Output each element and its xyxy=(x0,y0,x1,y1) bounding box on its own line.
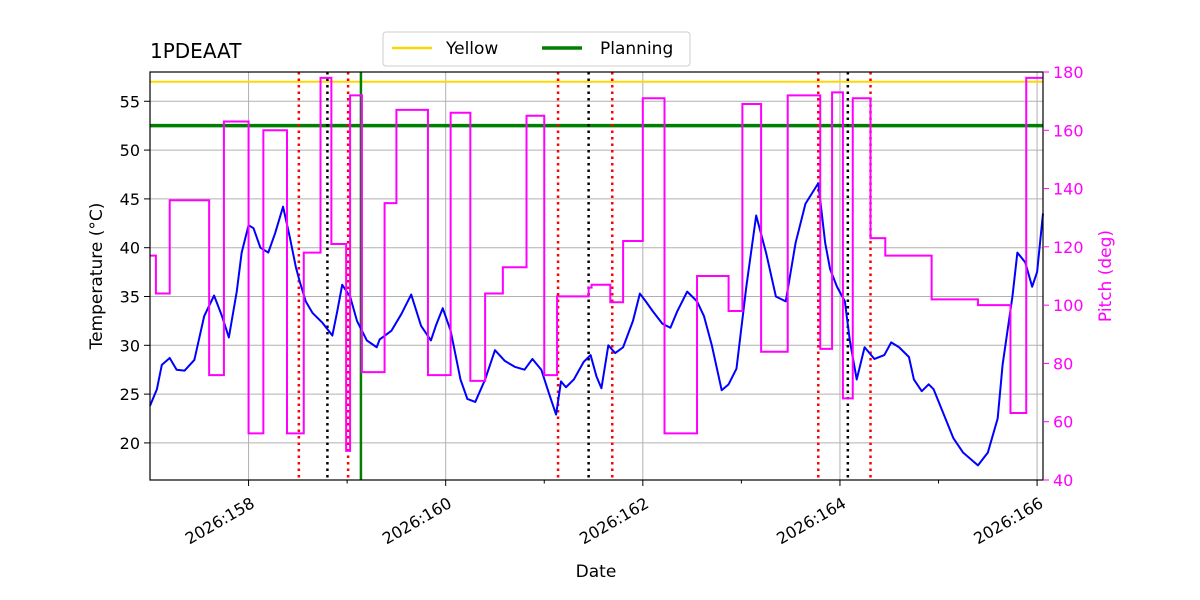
series-layer xyxy=(149,76,1044,467)
x-axis-label: Date xyxy=(576,562,617,582)
legend-label-yellow: Yellow xyxy=(445,39,498,59)
y-tick-label: 45 xyxy=(120,190,140,209)
y-tick-label: 25 xyxy=(120,385,140,404)
legend-box xyxy=(382,31,691,67)
y-tick-label: 20 xyxy=(120,434,140,453)
y2-tick-label: 100 xyxy=(1053,296,1084,315)
y-tick-label: 55 xyxy=(120,92,140,111)
y-tick-label: 30 xyxy=(120,336,140,355)
y-axis-label: Temperature (°C) xyxy=(87,203,107,351)
y2-axis-label: Pitch (deg) xyxy=(1096,230,1116,322)
legend: Yellow Planning xyxy=(382,31,691,67)
y-tick-label: 40 xyxy=(120,239,140,258)
y2-tick-label: 80 xyxy=(1053,354,1073,373)
y2-tick-label: 160 xyxy=(1053,121,1084,140)
y-tick-label: 50 xyxy=(120,141,140,160)
y2-tick-label: 120 xyxy=(1053,238,1084,257)
y2-tick-label: 180 xyxy=(1053,63,1084,82)
pitch-series-line xyxy=(150,76,1043,452)
y-tick-label: 35 xyxy=(120,287,140,306)
legend-label-planning: Planning xyxy=(600,39,673,59)
plot-frame xyxy=(149,71,1044,481)
chart-title: 1PDEAAT xyxy=(150,39,242,63)
temperature-series-line xyxy=(149,182,1044,467)
y2-tick-label: 140 xyxy=(1053,180,1084,199)
y2-tick-label: 40 xyxy=(1053,471,1073,490)
y2-tick-label: 60 xyxy=(1053,413,1073,432)
